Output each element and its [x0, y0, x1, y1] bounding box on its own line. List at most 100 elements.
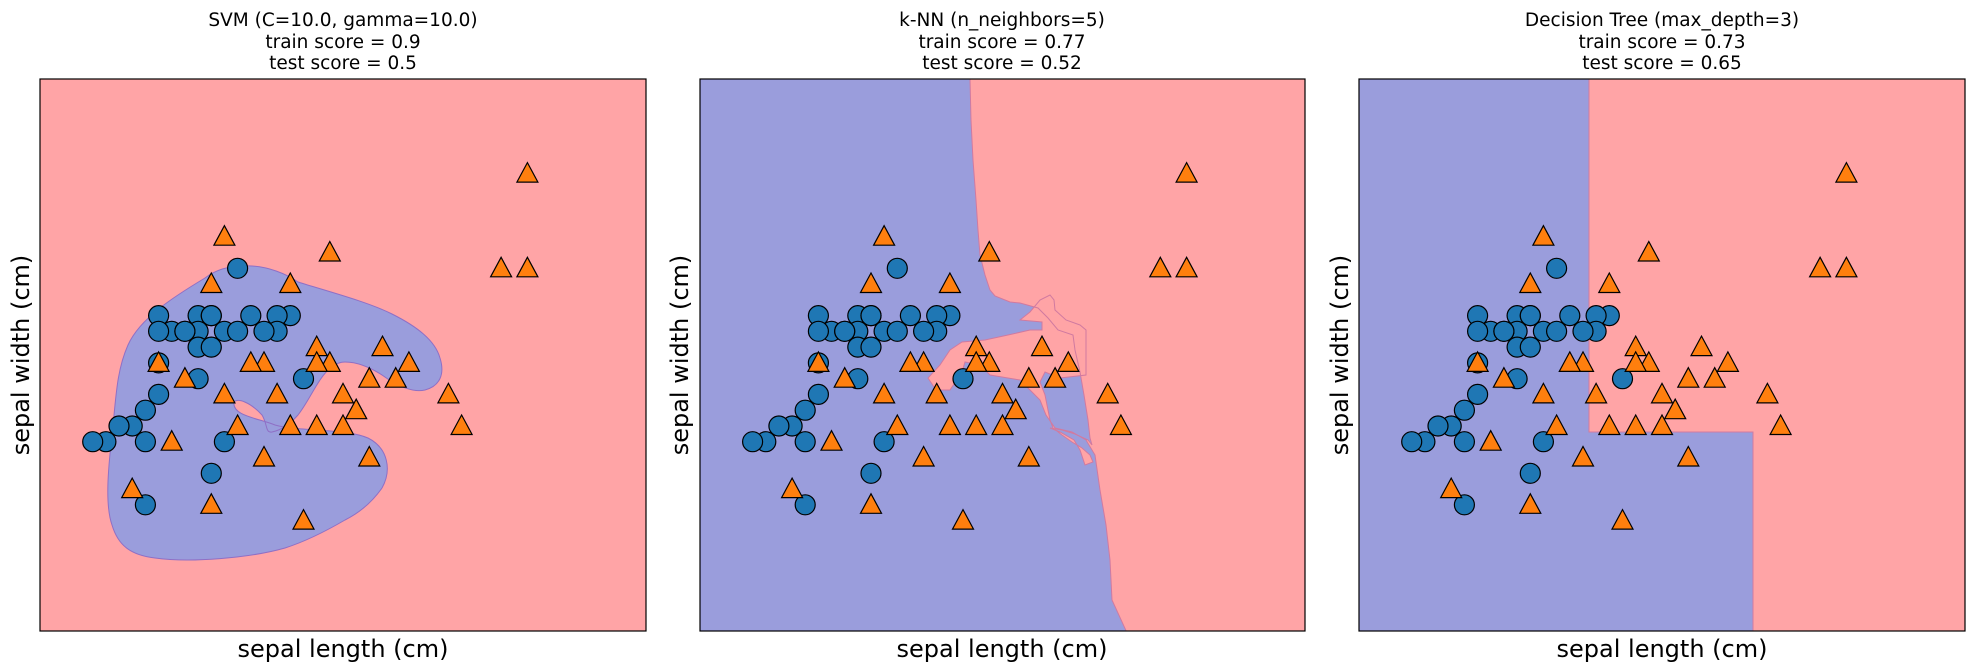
knn-class1-point	[977, 240, 1001, 262]
svm-class0-point	[174, 320, 196, 342]
tree-class1-point	[1518, 492, 1542, 514]
svm-class1-point	[226, 413, 250, 436]
tree-class1-point	[1479, 429, 1503, 451]
knn-title-line-3: test score = 0.52	[922, 53, 1082, 74]
tree-x-axis-label: sepal length (cm)	[1557, 635, 1768, 663]
tree-class0-point	[1519, 336, 1541, 358]
svm-class0-point	[253, 320, 275, 342]
svm-class0-point	[134, 399, 156, 421]
tree-class1-point	[1808, 256, 1832, 278]
svm-class1-point	[305, 350, 329, 372]
knn-class0-point	[873, 431, 895, 453]
svm-class1-point	[489, 256, 513, 278]
svm-class1-point	[160, 429, 184, 451]
tree-class1-point	[1676, 366, 1700, 388]
tree-class1-point	[1689, 334, 1714, 357]
svm-class1-points	[120, 161, 539, 530]
svm-class1-point	[291, 508, 316, 530]
tree-class0-point	[1572, 320, 1594, 342]
knn-class0-point	[807, 383, 830, 405]
knn-class0-point	[768, 415, 790, 437]
svm-class1-point	[357, 445, 381, 467]
knn-axes-frame	[699, 78, 1306, 632]
knn-class1-point	[925, 382, 949, 404]
tree-class1-point	[1769, 413, 1793, 436]
tree-plot-area	[1359, 79, 1965, 631]
knn-class1-point	[859, 492, 883, 514]
knn-class1-point	[964, 413, 988, 436]
tree-class1-point	[1624, 413, 1648, 436]
knn-class1-point	[1096, 382, 1120, 404]
knn-class0-point	[794, 431, 816, 453]
knn-class1-point	[872, 382, 896, 404]
knn-class1-point	[1109, 413, 1133, 436]
knn-class1-point	[819, 429, 844, 451]
tree-class0-point	[1545, 257, 1568, 279]
tree-class1-point	[1834, 161, 1858, 183]
svm-class1-point	[239, 350, 263, 372]
svm-class1-point	[436, 382, 460, 404]
knn-plot-area	[700, 79, 1305, 631]
svm-class1-point	[147, 350, 171, 372]
knn-class1-point	[833, 366, 857, 388]
svm-class1-point	[120, 476, 144, 499]
tree-class1-point	[1439, 476, 1463, 499]
tree-class0-point	[1532, 431, 1555, 453]
svm-class1-point	[305, 413, 329, 436]
tree-class0-point	[1453, 399, 1476, 421]
svm-class1-point	[384, 366, 408, 388]
tree-class1-point	[1663, 397, 1687, 420]
tree-class0-point	[1519, 462, 1541, 484]
svm-class0-point	[134, 494, 156, 516]
tree-class1-points	[1439, 161, 1858, 530]
knn-class1-point	[1148, 256, 1172, 278]
knn-title-line-1: k-NN (n_neighbors=5)	[899, 10, 1105, 31]
knn-class1-point	[806, 350, 830, 372]
tree-axes-frame	[1358, 78, 1966, 632]
svm-class1-point	[199, 271, 223, 294]
svm-class1-point	[344, 397, 368, 420]
svm-plot-area	[40, 79, 646, 631]
tree-class1-point	[1531, 382, 1555, 404]
tree-class1-point	[1545, 413, 1569, 436]
knn-class1-point	[1017, 445, 1041, 467]
svm-class0-point	[200, 305, 222, 327]
svm-class1-point	[278, 271, 302, 294]
svm-class0-point	[240, 305, 262, 327]
tree-title-line-2: train score = 0.73	[1578, 32, 1745, 53]
svm-class0-point	[227, 257, 249, 279]
tree-class1-point	[1558, 350, 1582, 372]
svm-title-line-2: train score = 0.9	[265, 32, 420, 53]
tree-class1-point	[1834, 256, 1858, 278]
svm-y-axis-label: sepal width (cm)	[7, 255, 35, 456]
svm-class0-point	[200, 336, 222, 358]
tree-class0-point	[1493, 320, 1515, 342]
svm-class1-point	[199, 492, 223, 514]
svm-class0-point	[108, 415, 130, 437]
tree-class0-point	[1453, 431, 1476, 453]
knn-class1-region	[927, 79, 1305, 631]
tree-panel: Decision Tree (max_depth=3) train score …	[1326, 10, 1966, 663]
svm-class1-point	[397, 350, 421, 372]
svm-class0-point	[200, 462, 222, 484]
knn-class1-points	[780, 161, 1199, 530]
svm-class0-point	[227, 320, 249, 342]
tree-class1-point	[1597, 271, 1621, 294]
svm-class1-point	[212, 224, 236, 246]
tree-class1-point	[1650, 382, 1674, 404]
svm-class0-point	[134, 431, 156, 453]
knn-x-axis-label: sepal length (cm)	[897, 635, 1108, 663]
tree-class1-point	[1716, 350, 1740, 372]
knn-class1-point	[912, 445, 936, 467]
tree-class1-point	[1518, 271, 1542, 294]
tree-class0-point	[1466, 320, 1489, 342]
knn-class0-point	[741, 431, 764, 453]
tree-class0-point	[1453, 494, 1476, 516]
knn-class1-point	[938, 413, 962, 436]
knn-class1-point	[1043, 366, 1067, 388]
svm-class1-point	[265, 382, 289, 404]
svm-class1-point	[331, 382, 355, 404]
tree-class1-point	[1703, 366, 1727, 388]
svm-class1-point	[278, 413, 302, 436]
svm-class1-point	[515, 161, 539, 183]
